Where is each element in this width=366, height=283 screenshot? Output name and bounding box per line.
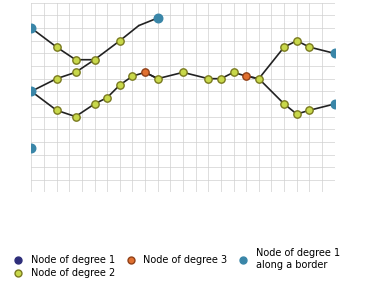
Point <box>180 70 186 75</box>
Point <box>54 76 60 81</box>
Point <box>231 70 236 75</box>
Legend: Node of degree 1, Node of degree 2, Node of degree 3, Node of degree 1
along a b: Node of degree 1, Node of degree 2, Node… <box>8 248 340 278</box>
Point <box>117 38 123 43</box>
Point <box>92 102 97 106</box>
Point <box>155 76 161 81</box>
Point <box>92 57 97 62</box>
Point <box>29 89 34 94</box>
Point <box>104 95 110 100</box>
Point <box>294 112 300 116</box>
Point <box>281 45 287 49</box>
Point <box>243 74 249 78</box>
Point <box>72 57 78 62</box>
Point <box>155 16 161 20</box>
Point <box>117 83 123 87</box>
Point <box>130 74 135 78</box>
Point <box>72 114 78 119</box>
Point <box>281 102 287 106</box>
Point <box>72 70 78 75</box>
Point <box>306 108 312 113</box>
Point <box>306 45 312 49</box>
Point <box>29 26 34 30</box>
Point <box>294 38 300 43</box>
Point <box>54 108 60 113</box>
Point <box>256 76 262 81</box>
Point <box>332 51 337 56</box>
Point <box>29 146 34 151</box>
Point <box>142 70 148 75</box>
Point <box>332 102 337 106</box>
Point <box>205 76 211 81</box>
Point <box>54 45 60 49</box>
Point <box>218 76 224 81</box>
